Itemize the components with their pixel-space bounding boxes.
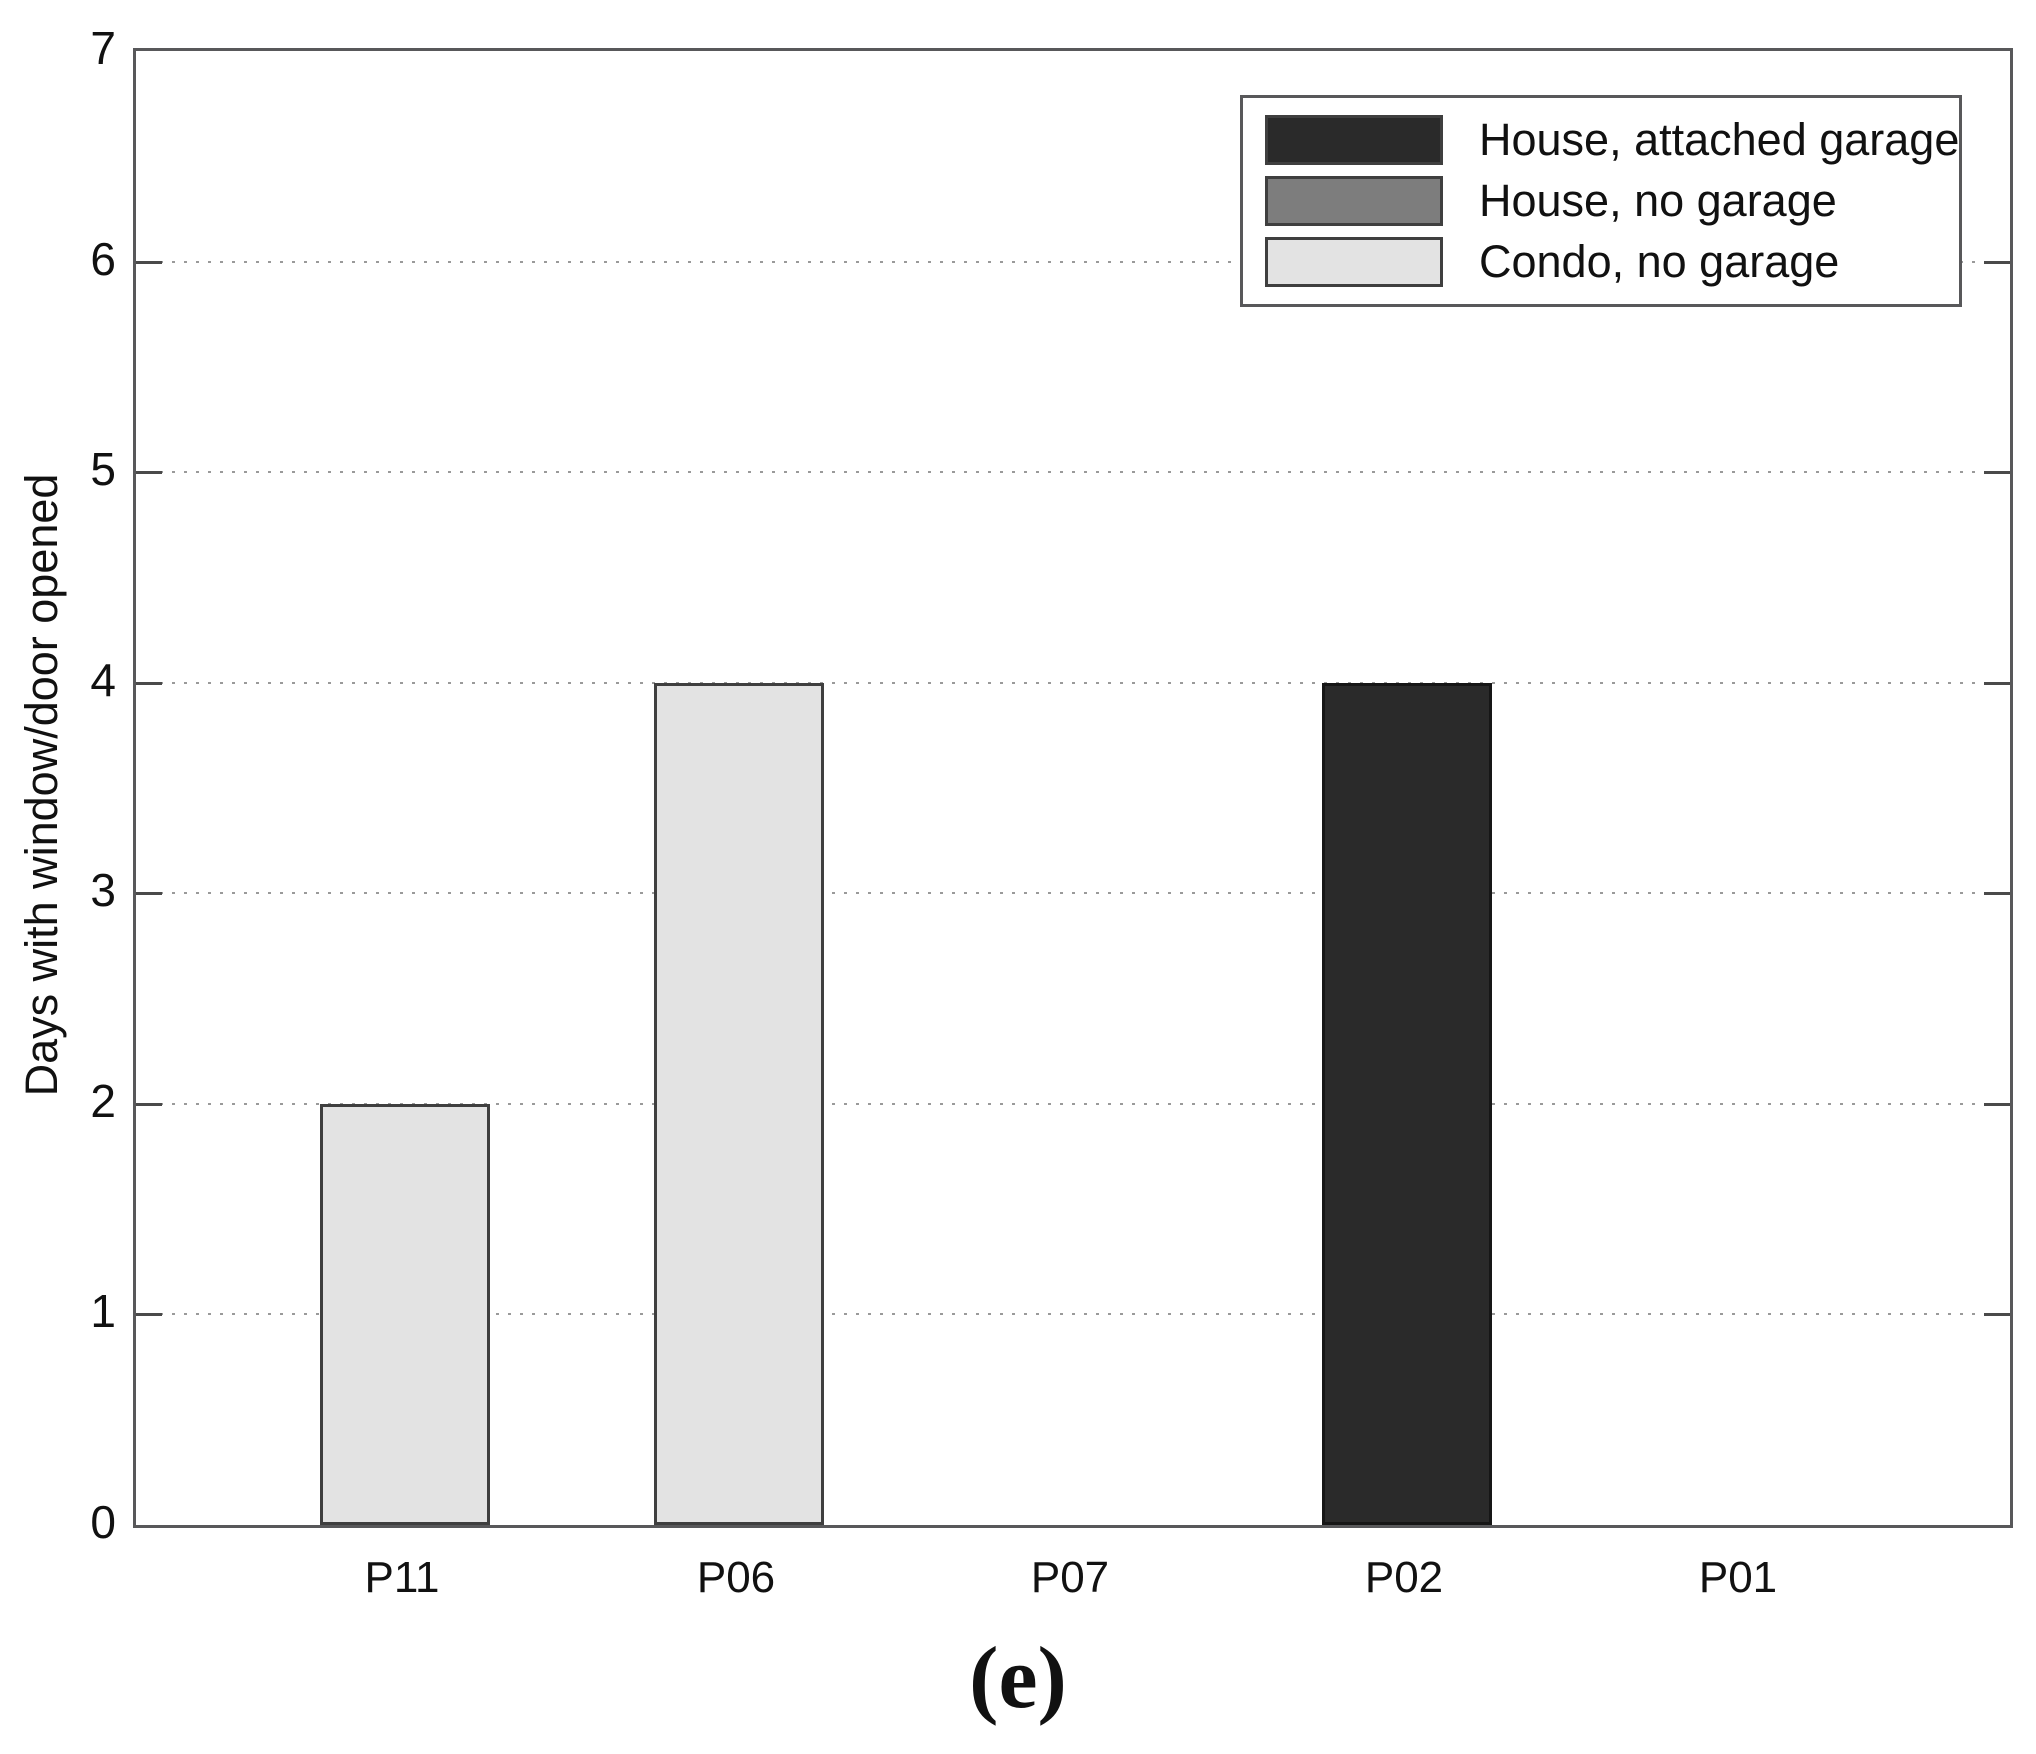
legend-row-2: Condo, no garage xyxy=(1265,237,1959,287)
y-tick-label-5: 5 xyxy=(90,443,116,496)
legend-swatch-1 xyxy=(1265,176,1443,226)
x-tick-label-P07: P07 xyxy=(1030,1553,1110,1602)
legend: House, attached garage House, no garage Co… xyxy=(1240,95,1962,307)
left-tick-y-2 xyxy=(136,1102,162,1106)
right-tick-y-1 xyxy=(1984,1313,2010,1317)
left-tick-y-5 xyxy=(136,471,162,475)
gridline-y-3 xyxy=(136,892,2010,895)
bar-P02 xyxy=(1322,683,1492,1525)
y-tick-label-6: 6 xyxy=(90,232,116,285)
legend-swatch-2 xyxy=(1265,237,1443,287)
legend-label-1: House, no garage xyxy=(1479,175,1837,226)
x-tick-label-P02: P02 xyxy=(1364,1553,1444,1602)
x-tick-label-P01: P01 xyxy=(1698,1553,1778,1602)
bar-P11 xyxy=(320,1104,490,1525)
left-tick-y-6 xyxy=(136,260,162,264)
right-tick-y-2 xyxy=(1984,1102,2010,1106)
right-tick-y-5 xyxy=(1984,471,2010,475)
left-tick-y-1 xyxy=(136,1313,162,1317)
right-tick-y-6 xyxy=(1984,260,2010,264)
legend-row-1: House, no garage xyxy=(1265,176,1959,226)
y-axis-title: Days with window/door opened xyxy=(16,473,67,1097)
x-tick-label-P06: P06 xyxy=(696,1553,776,1602)
x-tick-label-P11: P11 xyxy=(364,1553,440,1602)
gridline-y-6 xyxy=(136,260,2010,263)
y-tick-label-1: 1 xyxy=(90,1285,116,1338)
bar-P06 xyxy=(654,683,824,1525)
figure-caption: (e) xyxy=(969,1630,1067,1727)
right-tick-y-4 xyxy=(1984,681,2010,685)
gridline-y-5 xyxy=(136,471,2010,474)
y-tick-label-2: 2 xyxy=(90,1074,116,1127)
legend-label-0: House, attached garage xyxy=(1479,114,1960,165)
y-tick-label-4: 4 xyxy=(90,653,116,706)
left-tick-y-4 xyxy=(136,681,162,685)
legend-row-0: House, attached garage xyxy=(1265,115,1959,165)
y-tick-label-0: 0 xyxy=(90,1496,116,1548)
gridline-y-1 xyxy=(136,1313,2010,1316)
gridline-y-2 xyxy=(136,1102,2010,1105)
gridline-y-4 xyxy=(136,681,2010,684)
left-tick-y-3 xyxy=(136,892,162,896)
y-tick-label-3: 3 xyxy=(90,864,116,917)
y-tick-label-7: 7 xyxy=(90,22,116,74)
legend-label-2: Condo, no garage xyxy=(1479,236,1840,287)
legend-swatch-0 xyxy=(1265,115,1443,165)
right-tick-y-3 xyxy=(1984,892,2010,896)
